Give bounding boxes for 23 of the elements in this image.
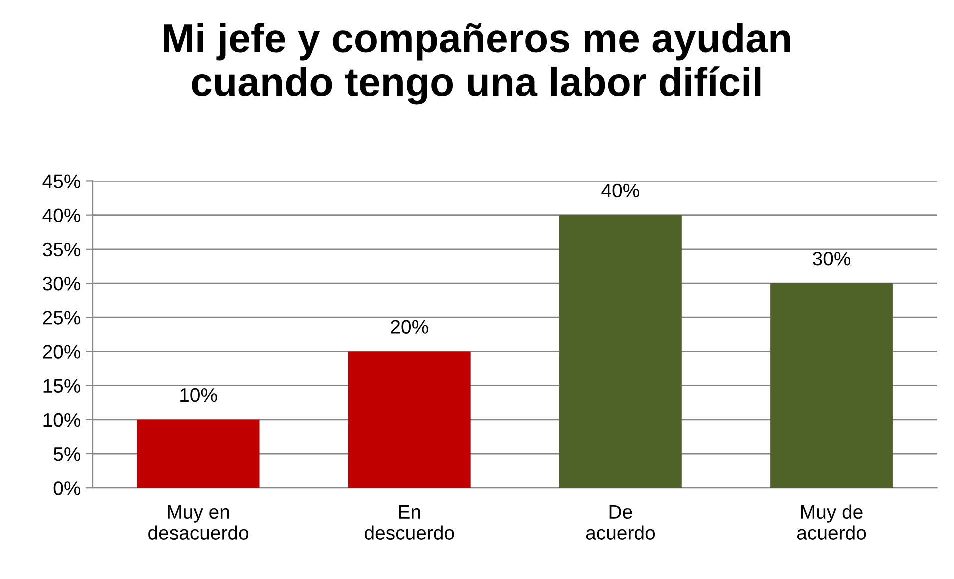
bar <box>559 215 682 488</box>
chart-title: Mi jefe y compañeros me ayudan cuando tengo una labor difícil <box>164 23 790 105</box>
x-tick-label: En descuerdo <box>365 505 454 540</box>
y-tick-label: 20% <box>43 345 81 359</box>
data-label: 30% <box>813 252 851 266</box>
y-tick-label: 45% <box>42 174 81 188</box>
x-tick-label: De acuerdo <box>586 505 656 540</box>
y-tick-label: 35% <box>43 242 81 257</box>
bar <box>348 352 471 488</box>
x-tick-label: Muy de acuerdo <box>797 504 866 540</box>
y-tick-label: 5% <box>54 448 81 462</box>
data-label: 40% <box>602 184 640 198</box>
bar <box>770 284 893 488</box>
x-tick-label: Muy en desacuerdo <box>148 505 249 540</box>
y-tick-label: 30% <box>43 276 81 291</box>
data-label: 20% <box>391 320 428 334</box>
y-tick-label: 40% <box>42 208 81 223</box>
y-tick-label: 10% <box>44 413 81 428</box>
bar <box>137 420 260 488</box>
y-tick-label: 25% <box>43 311 81 325</box>
y-tick-label: 15% <box>44 379 81 394</box>
data-label: 10% <box>180 388 218 402</box>
y-tick-label: 0% <box>54 482 81 496</box>
